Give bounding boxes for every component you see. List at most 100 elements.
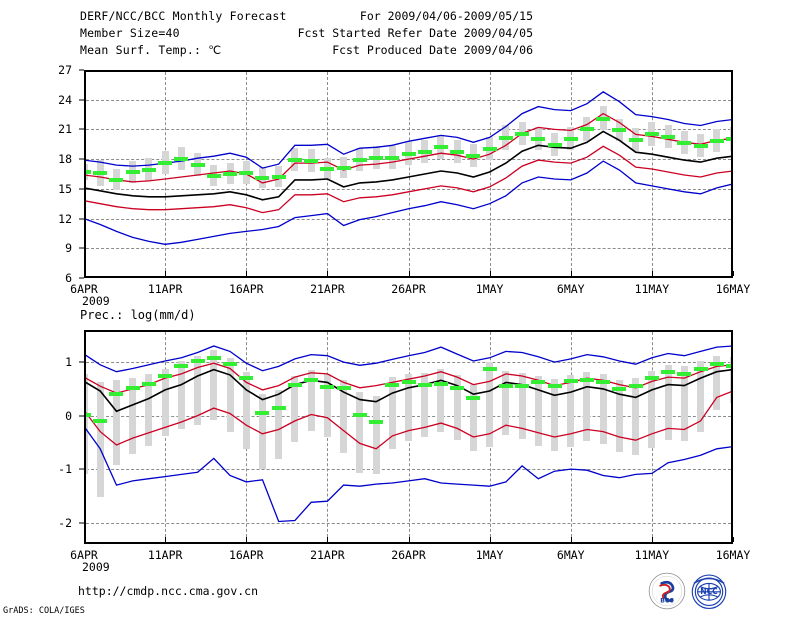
- observed-marker: [336, 166, 351, 171]
- x-axis-year-label-top: 2009: [82, 294, 110, 308]
- observed-marker: [125, 170, 140, 175]
- website-url[interactable]: http://cmdp.ncc.cma.gov.cn: [78, 584, 259, 598]
- observed-marker: [644, 132, 659, 137]
- svg-text:BCC: BCC: [660, 597, 674, 604]
- ensemble-spread-bar: [356, 392, 364, 474]
- y-axis-tick: [79, 277, 84, 279]
- ensemble-spread-bar: [615, 380, 623, 452]
- x-axis-tick-label: 21APR: [310, 548, 345, 562]
- x-axis-tick-label: 16MAY: [715, 548, 751, 562]
- observed-marker: [320, 384, 335, 389]
- y-axis-tick: [79, 522, 84, 524]
- page-title: DERF/NCC/BCC Monthly Forecast: [80, 9, 287, 23]
- observed-marker: [141, 168, 156, 173]
- observed-marker: [336, 385, 351, 390]
- temperature-plot-area: [86, 72, 731, 276]
- observed-marker: [174, 364, 189, 369]
- observed-marker: [515, 383, 530, 388]
- observed-marker: [482, 147, 497, 152]
- observed-marker: [401, 380, 416, 385]
- series-line-upper: [86, 112, 731, 184]
- ensemble-spread-bar: [372, 396, 380, 475]
- series-line-max: [86, 345, 731, 373]
- x-axis-tick: [327, 537, 329, 542]
- observed-marker: [206, 355, 221, 360]
- y-axis-tick-label: 21: [58, 122, 72, 137]
- y-axis-tick: [79, 247, 84, 249]
- x-axis-tick: [651, 537, 653, 542]
- observed-marker: [515, 132, 530, 137]
- x-axis-tick: [246, 537, 248, 542]
- observed-marker: [255, 411, 270, 416]
- ensemble-spread-bar: [291, 376, 299, 443]
- ensemble-spread-bar: [632, 378, 640, 456]
- observed-marker: [86, 412, 91, 417]
- x-axis-tick-label: 6APR: [70, 282, 98, 296]
- observed-marker: [417, 382, 432, 387]
- x-axis-tick-label: 6MAY: [556, 282, 585, 296]
- ensemble-spread-bar: [145, 373, 153, 446]
- observed-marker: [255, 175, 270, 180]
- x-axis-tick-label: 16APR: [228, 282, 264, 296]
- observed-marker: [125, 385, 140, 390]
- observed-marker: [206, 173, 221, 178]
- y-axis-tick: [79, 158, 84, 160]
- ensemble-spread-bar: [729, 356, 731, 403]
- x-axis-tick-label: 6MAY: [556, 548, 585, 562]
- observed-marker: [352, 158, 367, 163]
- observed-marker: [433, 145, 448, 150]
- observed-marker: [369, 420, 384, 425]
- observed-marker: [563, 379, 578, 384]
- ensemble-spread-bar: [323, 373, 331, 437]
- observed-marker: [93, 418, 108, 423]
- ensemble-spread-bar: [161, 368, 169, 436]
- forecast-start-label: Fcst Started Refer Date 2009/04/05: [297, 26, 533, 40]
- ensemble-spread-bar: [664, 365, 672, 441]
- x-axis-tick: [733, 537, 734, 542]
- ensemble-spread-bar: [583, 371, 591, 442]
- ensemble-spread-bar: [421, 372, 429, 437]
- observed-marker: [174, 157, 189, 162]
- observed-marker: [661, 369, 676, 374]
- observed-marker: [223, 362, 238, 367]
- observed-marker: [109, 177, 124, 182]
- observed-marker: [547, 143, 562, 148]
- observed-marker: [628, 138, 643, 143]
- observed-marker: [531, 137, 546, 142]
- x-axis-tick: [489, 537, 491, 542]
- ensemble-spread-bar: [129, 378, 137, 455]
- gridline-vertical: [489, 72, 491, 276]
- gridline-vertical: [408, 72, 410, 276]
- gridline-vertical: [165, 72, 167, 276]
- observed-marker: [466, 396, 481, 401]
- observed-marker: [385, 382, 400, 387]
- x-axis-tick: [570, 537, 572, 542]
- x-axis-tick: [327, 271, 329, 276]
- y-axis-tick-label: -2: [58, 515, 72, 530]
- ensemble-spread-bar: [96, 382, 104, 497]
- observed-marker: [563, 137, 578, 142]
- y-axis-tick-label: 1: [65, 355, 72, 370]
- observed-marker: [450, 150, 465, 155]
- x-axis-tick-label: 21APR: [310, 282, 345, 296]
- series-line-lower: [86, 145, 731, 214]
- y-axis-tick: [79, 415, 84, 417]
- ensemble-spread-bar: [713, 355, 721, 411]
- ensemble-spread-bar: [194, 355, 202, 426]
- observed-marker: [190, 359, 205, 364]
- observed-marker: [223, 172, 238, 176]
- bcc-logo: BCC: [648, 572, 686, 610]
- observed-marker: [158, 161, 173, 166]
- observed-marker: [644, 376, 659, 381]
- x-axis-tick: [165, 271, 167, 276]
- observed-marker: [109, 392, 124, 397]
- observed-marker: [628, 383, 643, 388]
- precipitation-axis-title: Prec.: log(mm/d): [80, 308, 196, 322]
- observed-marker: [86, 170, 91, 175]
- observed-marker: [93, 171, 108, 175]
- observed-marker: [466, 154, 481, 159]
- forecast-produced-label: Fcst Produced Date 2009/04/06: [332, 43, 533, 57]
- ensemble-spread-bar: [307, 369, 315, 431]
- observed-marker: [596, 380, 611, 385]
- observed-marker: [547, 383, 562, 388]
